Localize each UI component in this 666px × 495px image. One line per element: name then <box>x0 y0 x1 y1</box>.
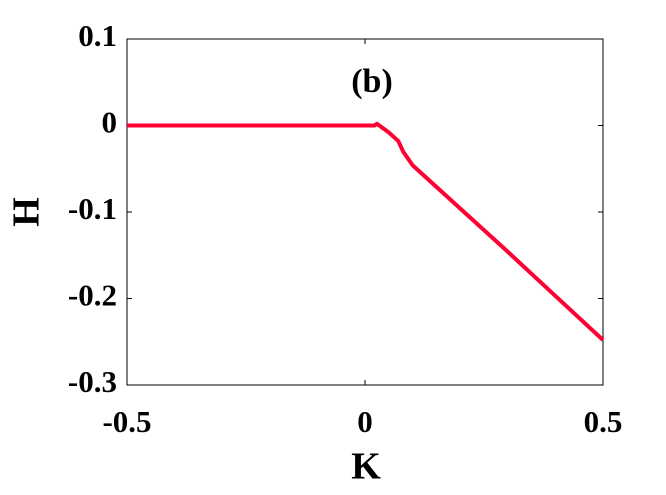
x-axis-label: K <box>351 446 381 488</box>
x-tick-label: 0.5 <box>584 404 623 439</box>
y-tick-label: -0.1 <box>68 191 117 226</box>
x-tick-label: 0 <box>357 404 373 439</box>
chart-title: (b) <box>351 63 393 100</box>
y-axis-label: H <box>6 197 48 227</box>
y-tick-label: 0 <box>102 105 118 140</box>
y-tick-label: -0.2 <box>68 278 117 313</box>
y-tick-label: -0.3 <box>68 364 117 399</box>
x-tick-label: -0.5 <box>102 404 151 439</box>
y-tick-label: 0.1 <box>78 18 117 53</box>
data-line <box>127 121 605 342</box>
